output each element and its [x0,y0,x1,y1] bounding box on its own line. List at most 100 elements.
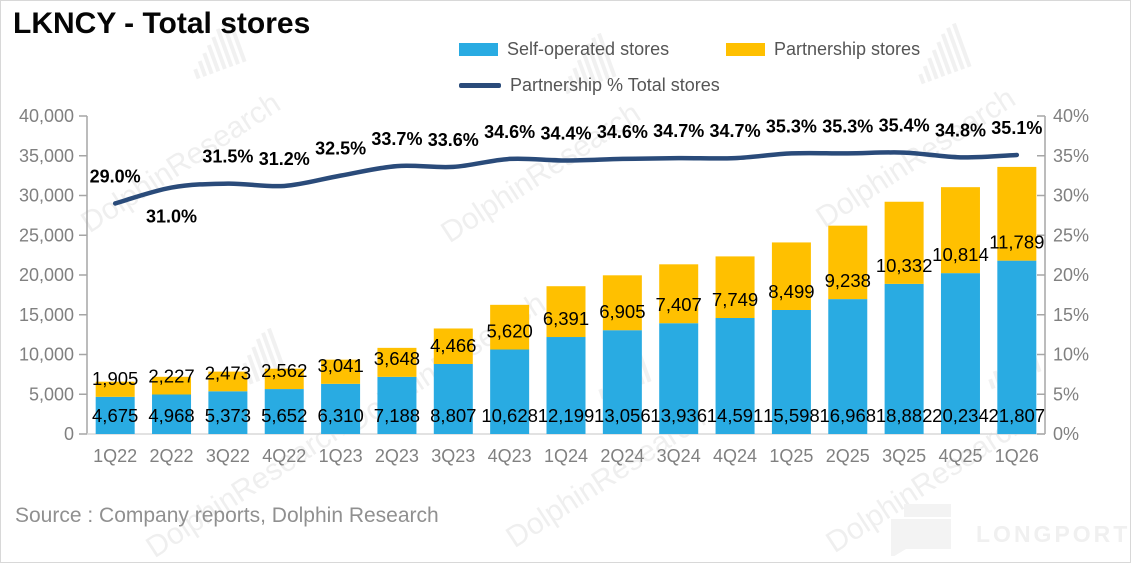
bar-partnership [95,381,135,397]
self-operated-value-label: 13,056 [594,405,651,426]
partnership-value-label: 3,648 [374,348,420,369]
brand-logo: LONGPORT [891,501,1127,558]
left-tick-label: 5,000 [29,384,74,404]
partnership-pct-label: 31.5% [202,147,253,167]
partnership-pct-label: 33.6% [428,130,479,150]
right-tick-label: 0% [1053,424,1079,444]
x-category-label: 4Q22 [262,446,306,466]
x-category-label: 1Q25 [769,446,813,466]
right-tick-label: 35% [1053,146,1089,166]
partnership-pct-label: 34.4% [540,124,591,144]
self-operated-value-label: 5,373 [205,405,251,426]
bar-partnership [208,371,248,392]
brand-logo-text: LONGPORT [976,521,1131,547]
self-operated-value-label: 21,807 [989,405,1046,426]
self-operated-value-label: 20,234 [932,405,989,426]
partnership-pct-label: 35.3% [766,116,817,136]
bar-partnership [152,376,192,395]
partnership-pct-label: 34.6% [597,122,648,142]
bar-self-operated [546,337,586,434]
partnership-pct-label: 34.8% [935,120,986,140]
longport-logo-icon [891,504,951,558]
partnership-pct-label: 31.0% [146,207,197,227]
self-operated-value-label: 12,199 [538,405,595,426]
bar-self-operated [321,383,361,434]
bar-partnership [433,328,473,364]
right-tick-label: 5% [1053,384,1079,404]
x-category-label: 1Q24 [544,446,588,466]
right-tick-label: 15% [1053,305,1089,325]
partnership-value-label: 8,499 [768,281,814,302]
x-category-label: 3Q25 [882,446,926,466]
self-operated-swatch-icon [459,43,498,56]
x-category-label: 1Q22 [93,446,137,466]
bar-self-operated [377,376,417,434]
bar-self-operated [940,273,980,434]
bar-self-operated [828,299,868,434]
partnership-value-label: 4,466 [430,335,476,356]
left-tick-label: 35,000 [19,146,74,166]
partnership-pct-label: 34.6% [484,122,535,142]
bar-partnership [715,256,755,319]
bar-self-operated [490,349,530,434]
partnership-swatch-icon [726,43,765,56]
legend-item-self-operated: Self-operated stores [459,39,669,60]
x-category-label: 2Q22 [150,446,194,466]
self-operated-value-label: 16,968 [819,405,876,426]
partnership-value-label: 6,905 [599,301,645,322]
self-operated-value-label: 15,598 [763,405,820,426]
x-category-label: 2Q24 [600,446,644,466]
partnership-pct-label: 33.7% [371,129,422,149]
bar-self-operated [264,389,304,434]
left-tick-label: 20,000 [19,265,74,285]
partnership-value-label: 2,227 [148,366,194,387]
partnership-value-label: 10,814 [932,244,989,265]
bar-partnership [546,286,586,338]
x-category-label: 4Q23 [488,446,532,466]
left-tick-label: 0 [64,424,74,444]
bar-partnership [940,187,980,274]
right-tick-label: 30% [1053,186,1089,206]
self-operated-value-label: 7,188 [374,405,420,426]
partnership-value-label: 1,905 [92,368,138,389]
bar-self-operated [152,394,192,434]
self-operated-value-label: 10,628 [481,405,538,426]
bar-partnership [884,201,924,284]
partnership-pct-label: 34.7% [710,121,761,141]
right-tick-label: 10% [1053,345,1089,365]
partnership-pct-label: 35.3% [822,116,873,136]
left-tick-label: 30,000 [19,186,74,206]
left-tick-label: 10,000 [19,345,74,365]
self-operated-value-label: 8,807 [430,405,476,426]
x-category-label: 3Q22 [206,446,250,466]
partnership-pct-label: 32.5% [315,139,366,159]
bar-self-operated [884,283,924,434]
partnership-pct-label: 35.4% [879,116,930,136]
legend-label: Partnership % Total stores [510,75,720,95]
x-category-label: 1Q26 [995,446,1039,466]
partnership-pct-label: 35.1% [991,118,1042,138]
partnership-value-label: 2,562 [261,360,307,381]
page-title: LKNCY - Total stores [13,7,311,40]
self-operated-value-label: 18,882 [876,405,933,426]
self-operated-value-label: 14,591 [707,405,764,426]
partnership-value-label: 5,620 [486,321,532,342]
bar-partnership [771,242,811,310]
self-operated-value-label: 4,968 [148,405,194,426]
bar-self-operated [997,260,1037,434]
self-operated-value-label: 13,936 [650,405,707,426]
x-category-label: 3Q23 [431,446,475,466]
left-tick-label: 25,000 [19,225,74,245]
left-tick-label: 40,000 [19,106,74,126]
bar-self-operated [715,318,755,434]
bar-partnership [828,225,868,300]
partnership-value-label: 7,749 [712,289,758,310]
partnership-value-label: 3,041 [317,355,363,376]
bar-partnership [321,359,361,384]
bar-self-operated [771,309,811,434]
self-operated-value-label: 4,675 [92,405,138,426]
legend-label: Self-operated stores [507,39,670,59]
bar-partnership [602,275,642,331]
x-category-label: 1Q23 [319,446,363,466]
